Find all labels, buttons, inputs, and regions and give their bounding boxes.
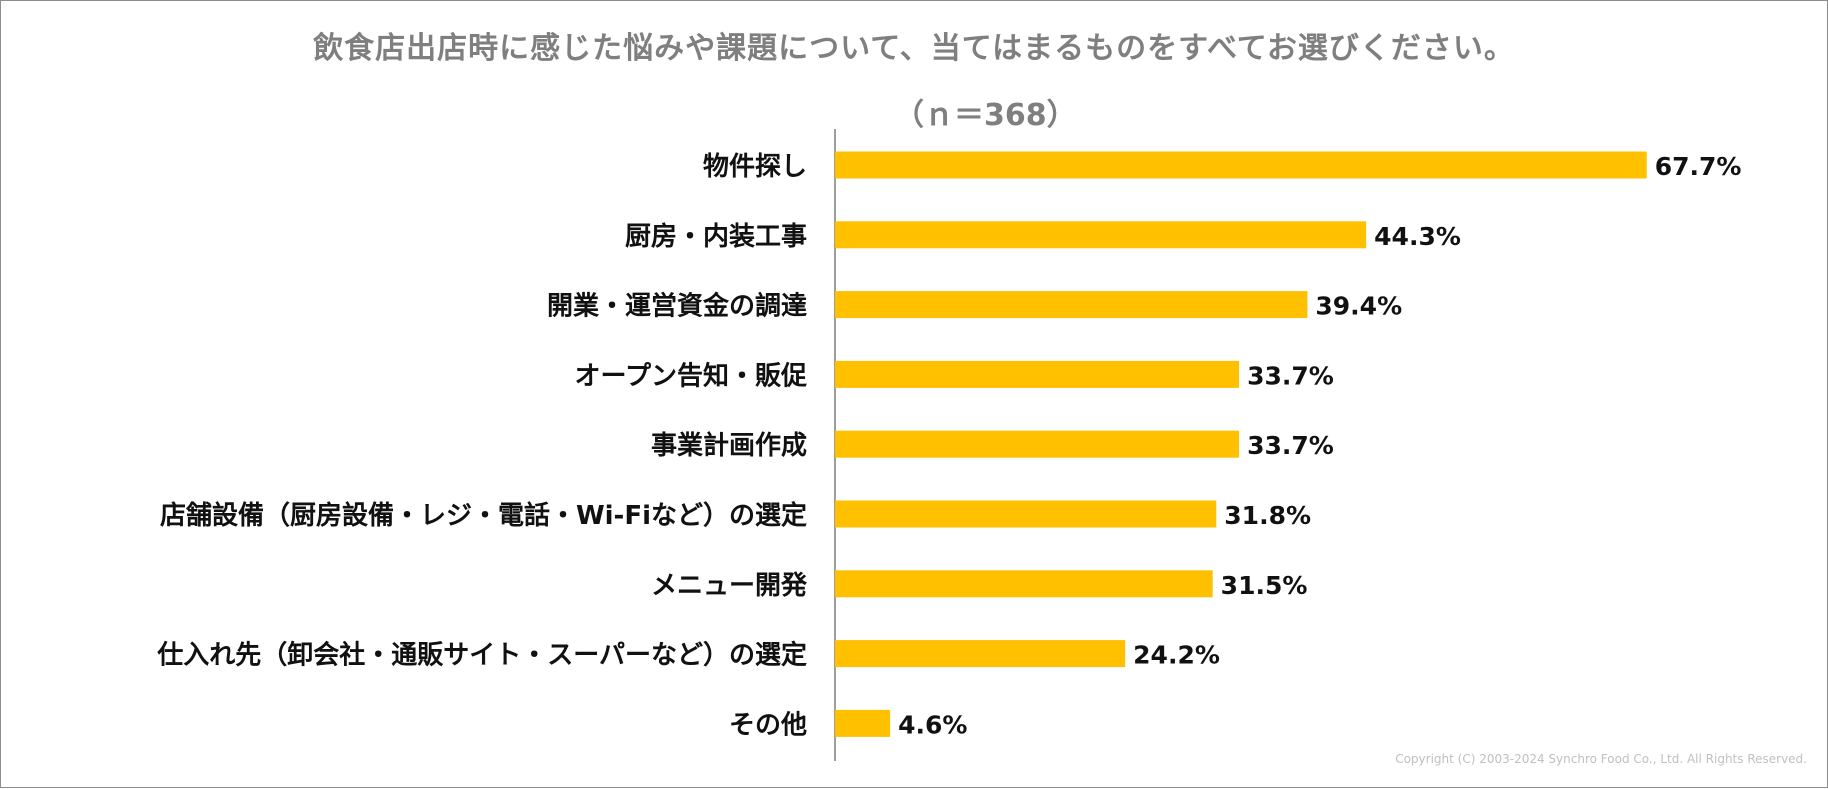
value-label: 31.8%: [1224, 501, 1311, 530]
chart-title: 飲食店出店時に感じた悩みや課題について、当てはまるものをすべてお選びください。: [313, 31, 1515, 66]
category-label: メニュー開発: [651, 571, 808, 601]
value-label: 39.4%: [1315, 292, 1402, 321]
value-label: 33.7%: [1247, 431, 1334, 460]
bar: [835, 221, 1367, 249]
category-label: その他: [729, 710, 807, 740]
bar: [835, 640, 1126, 668]
category-label: 厨房・内装工事: [625, 222, 807, 252]
category-label: 物件探し: [703, 152, 807, 182]
bar: [835, 500, 1217, 528]
category-label: 開業・運営資金の調達: [547, 291, 807, 322]
value-label: 31.5%: [1221, 571, 1308, 600]
category-label: オープン告知・販促: [575, 361, 807, 391]
value-label: 33.7%: [1247, 361, 1334, 390]
bar: [835, 151, 1647, 179]
bar: [835, 360, 1240, 388]
value-label: 44.3%: [1374, 222, 1461, 251]
chart-subtitle: （ｎ＝368）: [894, 98, 1077, 133]
category-label: 店舗設備（厨房設備・レジ・電話・Wi-Fiなど）の選定: [160, 500, 807, 531]
bar: [835, 430, 1240, 458]
bar: [835, 709, 891, 737]
bar: [835, 291, 1308, 319]
value-label: 4.6%: [898, 710, 967, 739]
value-label: 24.2%: [1133, 641, 1220, 670]
bar: [835, 570, 1213, 598]
value-label: 67.7%: [1655, 152, 1742, 181]
category-label: 事業計画作成: [651, 430, 807, 461]
copyright-text: Copyright (C) 2003-2024 Synchro Food Co.…: [1395, 752, 1807, 766]
category-label: 仕入れ先（卸会社・通販サイト・スーパーなど）の選定: [156, 640, 807, 671]
